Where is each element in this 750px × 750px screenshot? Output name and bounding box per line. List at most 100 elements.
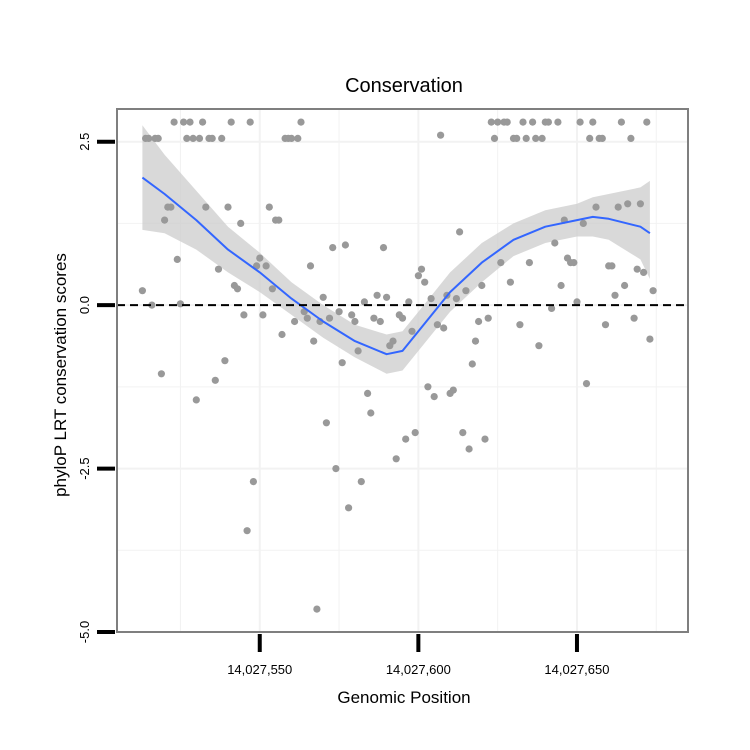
data-point xyxy=(640,268,648,276)
data-point xyxy=(405,298,413,306)
data-point xyxy=(199,118,207,126)
data-point xyxy=(513,134,521,142)
data-point xyxy=(484,314,492,322)
data-point xyxy=(570,259,578,267)
data-point xyxy=(490,134,499,142)
data-point xyxy=(262,262,270,270)
data-point xyxy=(643,118,651,126)
data-point xyxy=(465,445,473,453)
data-point xyxy=(573,298,581,306)
data-point xyxy=(351,317,359,326)
data-point xyxy=(345,504,353,512)
data-point xyxy=(598,134,606,142)
data-point xyxy=(138,287,146,295)
data-point xyxy=(176,300,184,308)
data-point xyxy=(506,278,514,286)
data-point xyxy=(411,429,419,437)
data-point xyxy=(497,259,505,267)
data-point xyxy=(408,327,416,335)
data-point xyxy=(614,203,622,211)
x-tick-label: 14,027,650 xyxy=(544,662,609,677)
data-point xyxy=(503,118,511,126)
data-point xyxy=(481,435,489,443)
data-point xyxy=(487,118,495,126)
data-point xyxy=(636,200,645,208)
data-point xyxy=(145,134,153,142)
data-point xyxy=(335,308,343,316)
data-point xyxy=(576,118,584,126)
data-point xyxy=(449,386,457,394)
data-point xyxy=(332,465,340,473)
data-point xyxy=(519,118,527,126)
data-point xyxy=(532,134,540,142)
data-point xyxy=(319,293,327,301)
data-point xyxy=(154,134,162,142)
data-point xyxy=(246,118,254,126)
data-point xyxy=(367,409,375,417)
data-point xyxy=(148,301,156,309)
data-point xyxy=(186,118,194,126)
data-point xyxy=(421,278,429,286)
data-point xyxy=(459,429,467,437)
data-point xyxy=(475,317,483,326)
data-point xyxy=(621,281,629,290)
data-point xyxy=(294,134,302,142)
data-point xyxy=(348,311,356,319)
data-point xyxy=(291,317,299,326)
data-point xyxy=(240,311,248,319)
data-point xyxy=(535,342,543,350)
data-point xyxy=(427,295,435,303)
data-point xyxy=(402,435,410,443)
y-axis: -5.0 -2.5 0.0 2.5 xyxy=(77,133,115,643)
y-tick-label: 0.0 xyxy=(77,296,92,314)
data-point xyxy=(430,393,438,401)
data-point xyxy=(557,281,565,290)
data-point xyxy=(297,118,305,126)
data-point xyxy=(456,228,464,236)
data-point xyxy=(383,293,391,301)
y-axis-title: phyloP LRT conservation scores xyxy=(51,253,70,497)
data-point xyxy=(478,281,486,290)
data-point xyxy=(268,285,276,293)
data-point xyxy=(224,203,232,211)
panel-border xyxy=(116,108,689,633)
data-point xyxy=(265,203,273,211)
data-point xyxy=(195,134,204,142)
data-point xyxy=(440,324,448,332)
data-point xyxy=(256,254,264,262)
data-point xyxy=(611,291,619,299)
data-point xyxy=(633,265,641,273)
data-point xyxy=(548,304,556,312)
smooth-line xyxy=(141,176,651,356)
data-point xyxy=(452,295,460,303)
data-point xyxy=(249,478,257,486)
data-point xyxy=(417,265,426,273)
plot-panel xyxy=(116,108,689,633)
data-point xyxy=(551,239,559,247)
data-point xyxy=(338,359,346,367)
data-point xyxy=(601,321,610,329)
data-point xyxy=(579,219,587,227)
data-point xyxy=(237,219,245,227)
data-point xyxy=(357,478,365,486)
data-point xyxy=(376,317,384,326)
data-point xyxy=(341,241,349,249)
data-point xyxy=(287,134,296,142)
data-point xyxy=(522,134,530,142)
data-point xyxy=(211,376,219,384)
data-point xyxy=(167,203,175,211)
data-point xyxy=(646,335,654,343)
data-point xyxy=(433,321,441,329)
data-point xyxy=(525,259,534,267)
data-point xyxy=(544,118,553,126)
data-point xyxy=(214,265,223,273)
data-point xyxy=(202,203,210,211)
data-point xyxy=(379,244,388,252)
data-point xyxy=(180,118,188,126)
data-point xyxy=(278,330,286,339)
x-tick-label: 14,027,600 xyxy=(386,662,451,677)
data-point xyxy=(354,347,362,355)
data-point xyxy=(471,337,480,345)
data-point xyxy=(322,419,330,427)
